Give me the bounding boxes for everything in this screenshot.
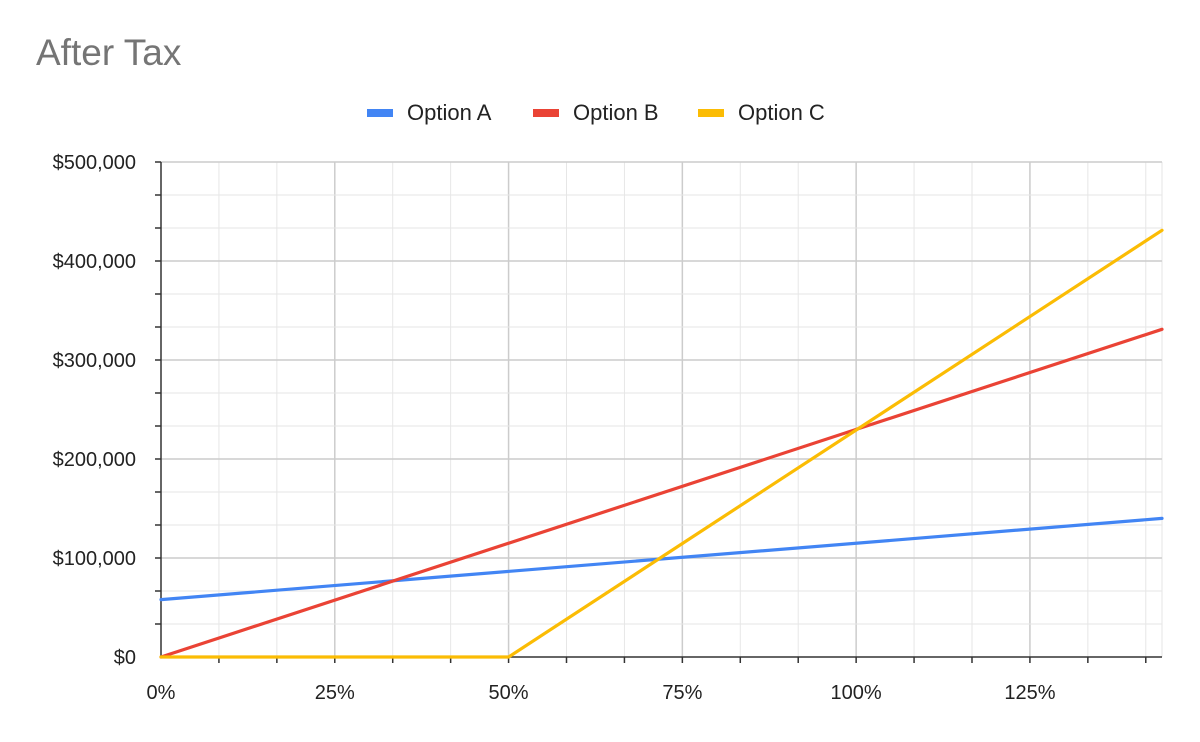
x-tick-label: 50% bbox=[489, 682, 529, 704]
legend-label-option-b: Option B bbox=[573, 100, 659, 125]
legend-swatch-option-c bbox=[698, 109, 724, 117]
y-tick-label: $100,000 bbox=[53, 548, 136, 570]
x-tick-label: 125% bbox=[1004, 682, 1055, 704]
chart-legend: Option A Option B Option C bbox=[0, 98, 1200, 128]
legend-swatch-option-b bbox=[533, 109, 559, 117]
series-lines bbox=[159, 228, 1164, 659]
chart-title: After Tax bbox=[36, 32, 182, 73]
grid-lines bbox=[161, 161, 1163, 657]
legend-swatch-option-a bbox=[367, 109, 393, 117]
legend-item-option-b[interactable]: Option B bbox=[533, 98, 659, 128]
x-tick-label: 0% bbox=[147, 682, 176, 704]
y-tick-label: $300,000 bbox=[53, 350, 136, 372]
y-tick-label: $0 bbox=[114, 647, 136, 669]
y-tick-label: $500,000 bbox=[53, 152, 136, 174]
legend-item-option-c[interactable]: Option C bbox=[698, 98, 825, 128]
tick-labels: $0 $100,000 $200,000 $300,000 $400,000 $500,0… bbox=[53, 152, 1056, 704]
x-tick-label: 100% bbox=[831, 682, 882, 704]
legend-label-option-c: Option C bbox=[738, 100, 825, 125]
legend-item-option-a[interactable]: Option A bbox=[367, 98, 491, 128]
series-line-option-b bbox=[159, 327, 1164, 659]
y-tick-label: $200,000 bbox=[53, 449, 136, 471]
y-tick-label: $400,000 bbox=[53, 251, 136, 273]
legend-label-option-a: Option A bbox=[407, 100, 492, 125]
series-line-option-c bbox=[159, 228, 1164, 659]
x-tick-label: 75% bbox=[662, 682, 702, 704]
x-tick-label: 25% bbox=[315, 682, 355, 704]
